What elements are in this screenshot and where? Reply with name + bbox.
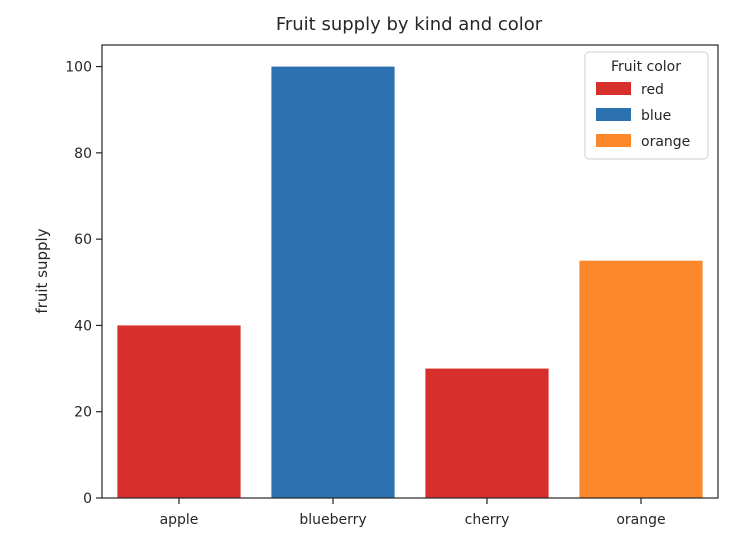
y-tick-label: 40 (74, 318, 92, 334)
y-tick-label: 20 (74, 405, 92, 421)
x-tick-label-orange: orange (616, 512, 665, 528)
bar-apple (117, 325, 241, 498)
x-axis-ticks: apple blueberry cherry orange (160, 498, 666, 528)
legend-swatch-red (596, 82, 631, 95)
y-tick-label: 80 (74, 146, 92, 162)
legend: Fruit color red blue orange (584, 51, 709, 160)
bars (117, 66, 703, 499)
legend-title: Fruit color (611, 59, 681, 75)
y-tick-label: 60 (74, 232, 92, 248)
x-tick-label-blueberry: blueberry (299, 512, 366, 528)
chart-title: Fruit supply by kind and color (276, 14, 543, 35)
x-tick-label-cherry: cherry (465, 512, 510, 528)
bar-blueberry (271, 66, 395, 499)
legend-entries: red blue orange (596, 82, 690, 150)
legend-swatch-orange (596, 134, 631, 147)
bar-cherry (425, 368, 549, 498)
legend-swatch-blue (596, 108, 631, 121)
legend-box (584, 51, 709, 160)
y-axis-label: fruit supply (33, 228, 51, 313)
y-axis-ticks: 0 20 40 60 80 100 (65, 60, 102, 507)
bar-orange (579, 260, 703, 498)
plot-frame (101, 44, 719, 499)
legend-label-orange: orange (641, 134, 690, 150)
x-tick-label-apple: apple (160, 512, 199, 528)
legend-label-blue: blue (641, 108, 671, 124)
y-tick-label: 0 (83, 491, 92, 507)
y-tick-label: 100 (65, 60, 92, 76)
legend-label-red: red (641, 82, 664, 98)
